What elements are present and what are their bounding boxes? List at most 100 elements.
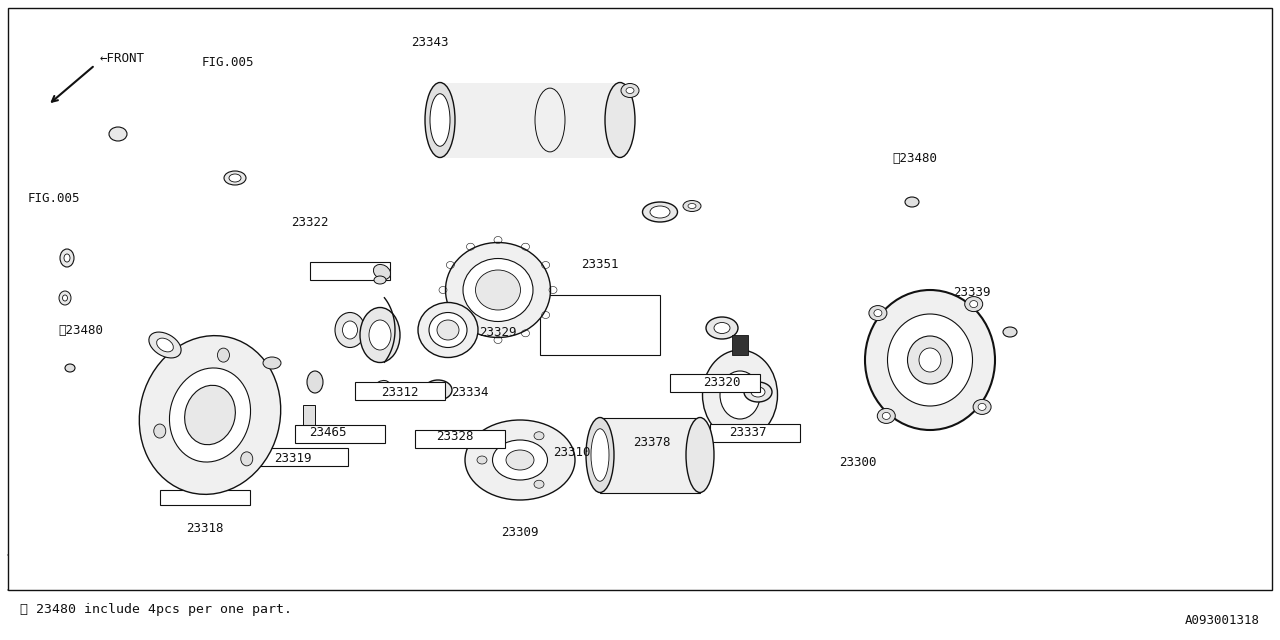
Ellipse shape [140,335,280,494]
Ellipse shape [506,450,534,470]
Ellipse shape [477,456,486,464]
Bar [669,374,760,392]
Text: 23300: 23300 [840,456,877,468]
Ellipse shape [475,270,521,310]
Ellipse shape [436,320,460,340]
Ellipse shape [374,276,387,284]
Ellipse shape [419,303,477,358]
Ellipse shape [650,206,669,218]
Text: 23343: 23343 [411,35,449,49]
Bar [310,262,390,280]
Bar [732,335,748,355]
Ellipse shape [626,88,634,93]
Ellipse shape [908,336,952,384]
Ellipse shape [465,420,575,500]
Ellipse shape [241,452,252,466]
Ellipse shape [218,348,229,362]
Ellipse shape [65,364,76,372]
Ellipse shape [714,323,730,333]
Ellipse shape [109,127,127,141]
Ellipse shape [307,371,323,393]
Ellipse shape [887,314,973,406]
Ellipse shape [869,305,887,321]
Ellipse shape [605,83,635,157]
Ellipse shape [59,291,70,305]
Ellipse shape [689,204,696,209]
Text: 23329: 23329 [479,326,517,339]
Ellipse shape [719,371,760,419]
Ellipse shape [156,338,173,352]
Ellipse shape [64,254,70,262]
Ellipse shape [343,321,357,339]
Ellipse shape [703,350,777,440]
Ellipse shape [229,174,241,182]
Ellipse shape [744,382,772,402]
Ellipse shape [965,296,983,312]
Ellipse shape [374,380,390,396]
Bar [294,425,385,443]
Ellipse shape [154,424,166,438]
Text: FIG.005: FIG.005 [28,191,81,205]
Text: FIG.005: FIG.005 [202,56,255,68]
Text: 23318: 23318 [187,522,224,534]
Ellipse shape [707,317,739,339]
Text: 23334: 23334 [452,385,489,399]
Ellipse shape [684,200,701,211]
Text: 23465: 23465 [310,426,347,438]
Bar [540,295,660,355]
Ellipse shape [360,307,399,362]
Ellipse shape [874,310,882,317]
Ellipse shape [463,259,532,321]
Ellipse shape [686,417,714,493]
Text: 23351: 23351 [581,259,618,271]
Ellipse shape [877,408,895,424]
Ellipse shape [369,320,390,350]
Ellipse shape [430,93,451,147]
Ellipse shape [1004,327,1018,337]
Bar [415,430,506,448]
Text: 23328: 23328 [436,431,474,444]
Ellipse shape [493,440,548,480]
Bar [303,405,315,425]
Bar [710,424,800,442]
Text: 23312: 23312 [381,385,419,399]
Ellipse shape [424,380,452,400]
Bar [600,417,700,493]
Text: 23378: 23378 [634,435,671,449]
Ellipse shape [335,312,365,348]
Ellipse shape [643,202,677,222]
Ellipse shape [586,417,614,493]
Ellipse shape [534,432,544,440]
Ellipse shape [169,368,251,462]
Ellipse shape [534,480,544,488]
Ellipse shape [429,312,467,348]
Bar [355,382,445,400]
Ellipse shape [445,243,550,337]
Ellipse shape [882,412,891,419]
Ellipse shape [184,385,236,445]
Ellipse shape [224,171,246,185]
Text: 23339: 23339 [954,285,991,298]
Ellipse shape [148,332,182,358]
Ellipse shape [60,249,74,267]
Ellipse shape [262,357,282,369]
Ellipse shape [425,83,454,157]
Ellipse shape [905,197,919,207]
Text: 23319: 23319 [274,451,312,465]
Text: 23322: 23322 [292,216,329,228]
Ellipse shape [970,301,978,308]
Text: ※23480: ※23480 [892,152,937,164]
Bar [440,83,620,157]
Text: 23337: 23337 [730,426,767,438]
Ellipse shape [374,264,390,280]
Ellipse shape [751,387,765,397]
Ellipse shape [621,83,639,97]
Bar [160,490,250,505]
Text: 23310: 23310 [553,445,591,458]
Ellipse shape [973,399,991,415]
Ellipse shape [919,348,941,372]
Text: 23320: 23320 [703,376,741,388]
Ellipse shape [591,429,609,481]
Ellipse shape [63,295,68,301]
Text: 23309: 23309 [502,525,539,538]
